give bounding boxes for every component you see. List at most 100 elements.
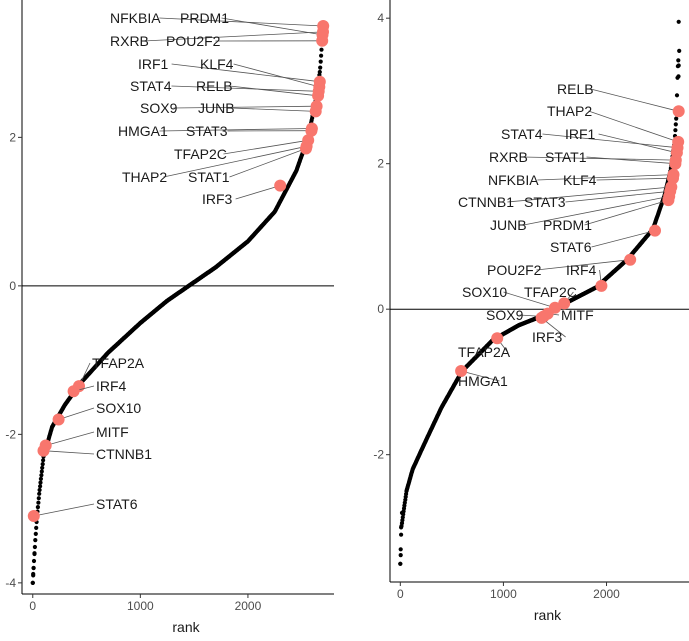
highlight-point [455,365,468,377]
data-point [34,525,39,531]
gene-label: RXRB [110,33,149,49]
gene-label: RELB [557,81,594,97]
panel-left: -4 -2 0 2 0 1000 2000 rank NFKBIA PRDM1 RXRB POU2F2… [5,0,334,635]
gene-label: IRF4 [96,378,127,394]
highlight-point [67,385,80,398]
x-axis-title: rank [172,619,200,635]
leader-line [460,370,500,382]
leader-line [45,431,95,446]
leader-line [143,31,324,42]
gene-label: KLF4 [200,56,234,72]
data-point [676,63,681,68]
gene-label: CTNNB1 [458,194,514,210]
data-point [399,532,404,537]
data-point [39,473,44,478]
leader-line [565,190,671,203]
data-point [36,500,41,505]
data-points [30,29,325,586]
y-tick-label: -2 [373,448,384,462]
highlight-point [274,179,287,192]
leader-line [235,185,281,200]
gene-label: PRDM1 [543,217,592,233]
gene-label: NFKBIA [110,10,161,26]
data-point [318,65,323,70]
gene-label: RELB [196,78,233,94]
gene-label: TFAP2C [174,146,227,162]
leader-line [584,199,669,226]
x-tick-label: 2000 [593,587,620,601]
data-point [317,69,322,75]
x-tick-label: 1000 [490,587,517,601]
leader-line [523,196,670,226]
leader-line [233,63,320,88]
gene-label: RXRB [489,149,528,165]
data-point [676,58,681,63]
gene-label: TFAP2A [92,355,145,371]
x-tick-label: 0 [29,599,36,613]
leader-line [159,17,324,27]
data-point [40,465,45,470]
data-point [39,469,44,474]
leader-line [229,148,307,178]
data-point [37,487,42,493]
highlight-point [52,413,65,426]
leader-line [596,177,674,181]
highlight-point [305,124,318,137]
data-point [676,74,681,79]
gene-label: THAP2 [122,169,167,185]
gene-label: MITF [561,307,594,323]
highlight-point [649,224,661,237]
leader-line [163,145,307,178]
leader-line [591,230,656,248]
highlight-point [662,194,675,207]
leader-line [159,128,312,132]
gene-label: HMGA1 [458,373,508,389]
gene-label: JUNB [198,100,235,116]
gene-label: IRF1 [565,126,596,142]
gene-label: IRF3 [202,191,233,207]
highlight-point [37,444,50,457]
leader-line [542,133,678,149]
data-point [319,47,324,52]
data-point [31,558,37,564]
gene-label: STAT1 [188,169,230,185]
leader-line [173,105,317,109]
highlight-point [27,510,40,522]
leader-line [598,133,677,154]
highlight-point [595,279,608,292]
leader-line [171,85,319,92]
leader-line [507,186,672,203]
gene-label: NFKBIA [488,172,539,188]
data-point [35,505,41,510]
gene-label: STAT4 [501,126,543,142]
highlight-point [309,105,322,118]
leader-line [171,63,320,83]
leader-line [223,139,309,155]
leader-line [536,259,631,271]
leader-line [503,291,556,309]
gene-label: POU2F2 [166,33,221,49]
data-point [674,93,680,98]
leader-line [221,17,323,36]
highlight-point [312,89,325,102]
gene-label: IRF1 [138,56,169,72]
highlight-point [669,157,682,170]
leader-line [58,407,95,420]
y-tick-label: 2 [9,130,16,144]
data-point [31,565,36,571]
x-axis-title: rank [534,607,562,623]
data-point [676,19,681,24]
data-point [674,116,679,121]
data-point [398,561,403,566]
gene-label: STAT4 [130,78,172,94]
gene-label: POU2F2 [487,262,542,278]
gene-label: HMGA1 [118,123,168,139]
highlight-point [491,332,504,345]
gene-label: STAT1 [545,149,587,165]
data-point [318,59,323,64]
gene-label: STAT3 [524,194,566,210]
leader-line [43,450,95,455]
leader-line [231,107,316,112]
y-tick-label: 4 [377,11,384,25]
leader-line [229,85,319,97]
